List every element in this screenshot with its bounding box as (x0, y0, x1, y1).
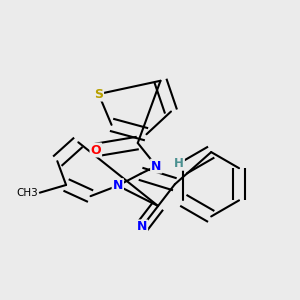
Text: H: H (174, 157, 184, 170)
Text: N: N (137, 220, 147, 233)
Text: CH3: CH3 (16, 188, 38, 198)
Text: S: S (94, 88, 103, 100)
Text: N: N (151, 160, 161, 172)
Text: O: O (91, 143, 101, 157)
Text: N: N (112, 179, 123, 192)
